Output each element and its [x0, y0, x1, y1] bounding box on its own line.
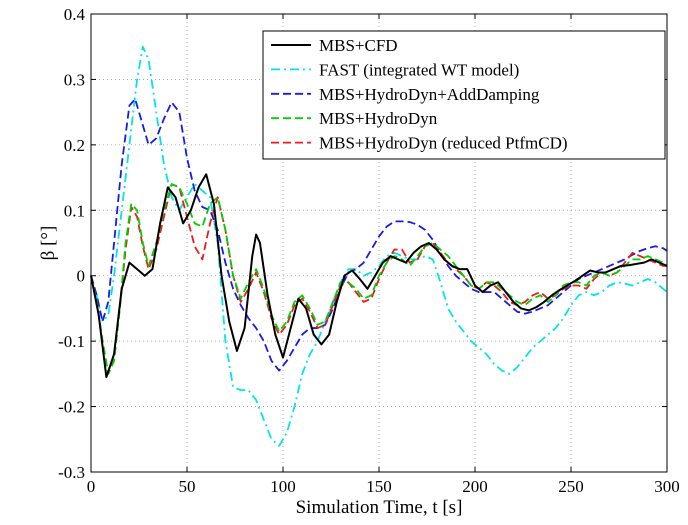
x-axis-title: Simulation Time, t [s] — [296, 497, 463, 518]
x-tick-label: 250 — [558, 477, 584, 496]
x-tick-label: 200 — [462, 477, 488, 496]
x-tick-label: 150 — [366, 477, 392, 496]
y-tick-label: 0.3 — [64, 70, 85, 89]
series-line-2 — [90, 98, 668, 372]
x-tick-label: 100 — [270, 477, 296, 496]
legend: MBS+CFD FAST (integrated WT model) MBS+Hyd… — [262, 30, 666, 160]
x-tick-label: 50 — [179, 477, 196, 496]
legend-label: MBS+HydroDyn (reduced PtfmCD) — [319, 134, 568, 153]
legend-label: MBS+HydroDyn+AddDamping — [319, 85, 540, 104]
legend-box — [262, 30, 666, 160]
series-line-3 — [90, 183, 668, 375]
series-line-1 — [90, 45, 668, 447]
series-line-0 — [90, 173, 668, 379]
series-layer — [90, 45, 668, 447]
y-tick-label: 0.1 — [64, 201, 85, 220]
legend-label: MBS+HydroDyn — [319, 109, 438, 128]
y-tick-label: 0.4 — [64, 5, 86, 24]
legend-label: MBS+CFD — [319, 36, 398, 55]
y-tick-label: -0.1 — [58, 332, 85, 351]
x-tick-label: 0 — [87, 477, 96, 496]
y-axis-title: β [°] — [38, 226, 59, 261]
y-tick-label: -0.3 — [58, 463, 85, 482]
axis-ticks: 0 50 100 150 200 250 300 -0.3 -0.2 -0.1 0 0.1 0.2 0.3… — [58, 5, 680, 496]
y-tick-label: -0.2 — [58, 398, 85, 417]
legend-label: FAST (integrated WT model) — [319, 60, 519, 79]
y-tick-label: 0 — [77, 267, 86, 286]
x-tick-label: 300 — [654, 477, 680, 496]
y-tick-label: 0.2 — [64, 136, 85, 155]
